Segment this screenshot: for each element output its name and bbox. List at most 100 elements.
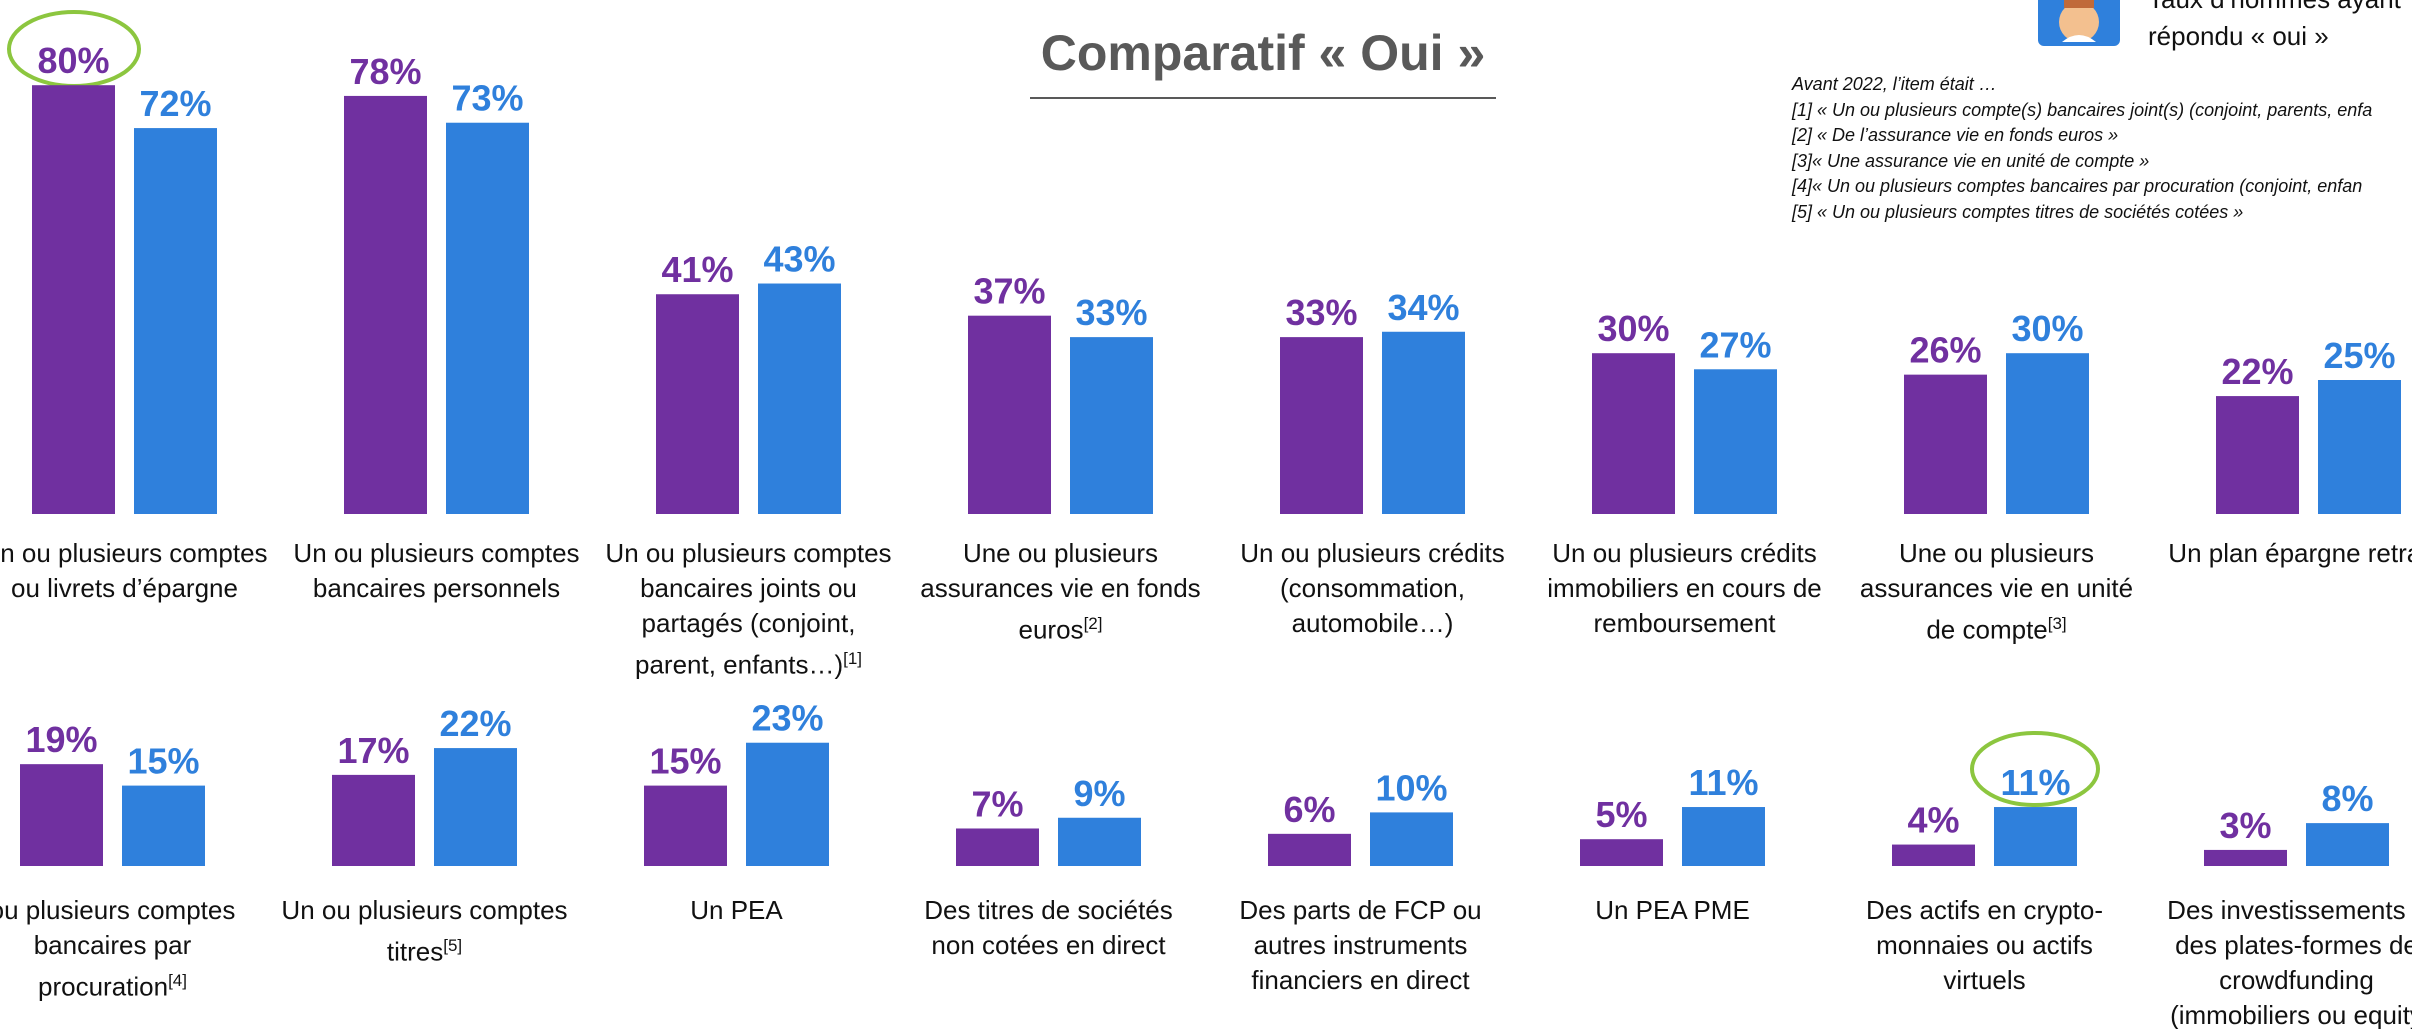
category-label: Un ou plusieurs crédits immobiliers en c… — [1540, 536, 1830, 641]
footnote-marker: [5] — [443, 936, 463, 955]
chart-title: Comparatif « Oui » — [1040, 25, 1486, 81]
category-label: Un ou plusieurs comptes bancaires person… — [292, 536, 582, 606]
highlight-circle — [1970, 731, 2100, 807]
legend-icon — [2038, 0, 2120, 46]
bar — [434, 748, 517, 866]
footnotes: Avant 2022, l’item était … [1] « Un ou p… — [1792, 72, 2372, 226]
value-label: 26% — [1909, 330, 1981, 371]
value-label: 11% — [2000, 762, 2070, 803]
category-label: Un plan épargne retraite — [2164, 536, 2412, 571]
bar — [20, 764, 103, 866]
bar — [1058, 817, 1141, 866]
value-label: 30% — [2011, 308, 2083, 349]
category-text: Une ou plusieurs assurances vie en fonds… — [920, 538, 1201, 645]
category-label: Un PEA PME — [1528, 893, 1818, 928]
bar — [446, 122, 529, 514]
value-label: 6% — [1283, 789, 1335, 830]
category-label: Des titres de sociétés non cotées en dir… — [904, 893, 1194, 963]
value-label: 11% — [1688, 762, 1758, 803]
value-label: 25% — [2323, 335, 2395, 376]
category-text: Un ou plusieurs crédits (consommation, a… — [1240, 538, 1505, 638]
category-label: Des actifs en crypto-monnaies ou actifs … — [1840, 893, 2130, 998]
bar — [758, 283, 841, 514]
bar — [968, 315, 1051, 514]
bar — [2216, 396, 2299, 514]
category-text: Des parts de FCP ou autres instruments f… — [1239, 895, 1482, 995]
bar — [1892, 844, 1975, 866]
bar — [1682, 807, 1765, 866]
value-label: 43% — [763, 239, 835, 280]
bar — [1694, 369, 1777, 514]
note: [5] « Un ou plusieurs comptes titres de … — [1792, 201, 2244, 222]
category-text: Un plan épargne retraite — [2168, 538, 2412, 568]
bar — [1994, 807, 2077, 866]
value-label: 15% — [649, 741, 721, 782]
category-text: Des actifs en crypto-monnaies ou actifs … — [1866, 895, 2103, 995]
value-label: 7% — [971, 783, 1023, 824]
note: [3]« Une assurance vie en unité de compt… — [1792, 150, 2150, 171]
value-label: 72% — [139, 83, 211, 124]
category-label: Un ou plusieurs comptes bancaires joints… — [604, 536, 894, 683]
bar — [656, 294, 739, 514]
category-text: Un ou plusieurs comptes ou livrets d’épa… — [0, 538, 268, 603]
category-text: Un PEA PME — [1595, 895, 1750, 925]
bar — [2006, 353, 2089, 514]
value-label: 17% — [337, 730, 409, 771]
value-label: 10% — [1375, 767, 1447, 808]
category-label: ou plusieurs comptes bancaires par procu… — [0, 893, 258, 1005]
footnote-marker: [2] — [1083, 614, 1103, 633]
value-label: 33% — [1075, 292, 1147, 333]
bar — [1580, 839, 1663, 866]
value-label: 8% — [2321, 778, 2373, 819]
category-text: ou plusieurs comptes bancaires par procu… — [0, 895, 236, 1002]
note: Avant 2022, l’item était … — [1792, 74, 1997, 94]
category-label: Une ou plusieurs assurances vie en fonds… — [916, 536, 1206, 648]
value-label: 22% — [439, 703, 511, 744]
category-text: Un ou plusieurs comptes bancaires joints… — [605, 538, 892, 680]
category-label: Des investissements v des plates-formes … — [2152, 893, 2412, 1029]
value-label: 4% — [1907, 800, 1959, 841]
value-label: 34% — [1387, 287, 1459, 328]
bar — [134, 128, 217, 514]
value-label: 80% — [37, 40, 109, 81]
note: [2] « De l’assurance vie en fonds euros … — [1792, 125, 2119, 146]
footnote-marker: [3] — [2047, 614, 2067, 633]
footnote-marker: [1] — [843, 649, 863, 668]
category-text: Des titres de sociétés non cotées en dir… — [924, 895, 1173, 960]
bar — [344, 95, 427, 515]
note: [1] « Un ou plusieurs compte(s) bancaire… — [1792, 99, 2373, 120]
category-label: Un ou plusieurs comptes titres[5] — [280, 893, 570, 970]
bar — [746, 742, 829, 866]
legend-entry: Taux d’hommes ayant répondu « oui » — [2148, 0, 2401, 51]
bar — [1904, 374, 1987, 514]
category-label: Un ou plusieurs crédits (consommation, a… — [1228, 536, 1518, 641]
value-label: 5% — [1595, 794, 1647, 835]
value-label: 33% — [1285, 292, 1357, 333]
category-text: Un PEA — [690, 895, 783, 925]
value-label: 22% — [2221, 351, 2293, 392]
bar — [956, 828, 1039, 866]
note: [4]« Un ou plusieurs comptes bancaires p… — [1792, 176, 2363, 197]
category-label: Une ou plusieurs assurances vie en unité… — [1852, 536, 2142, 648]
category-text: Un ou plusieurs comptes bancaires person… — [293, 538, 580, 603]
bar — [1382, 331, 1465, 514]
value-label: 41% — [661, 249, 733, 290]
bar — [2204, 849, 2287, 866]
value-label: 15% — [127, 741, 199, 782]
value-label: 23% — [751, 698, 823, 739]
category-text: Des investissements v des plates-formes … — [2167, 895, 2412, 1029]
bar — [1070, 337, 1153, 514]
bar — [1268, 833, 1351, 866]
bar — [2306, 823, 2389, 866]
bar — [1592, 353, 1675, 514]
bar — [32, 85, 115, 514]
value-label: 27% — [1699, 324, 1771, 365]
value-label: 37% — [973, 271, 1045, 312]
value-label: 30% — [1597, 308, 1669, 349]
category-label: Un ou plusieurs comptes ou livrets d’épa… — [0, 536, 270, 606]
category-label: Des parts de FCP ou autres instruments f… — [1216, 893, 1506, 998]
bar — [644, 785, 727, 866]
category-label: Un PEA — [592, 893, 882, 928]
